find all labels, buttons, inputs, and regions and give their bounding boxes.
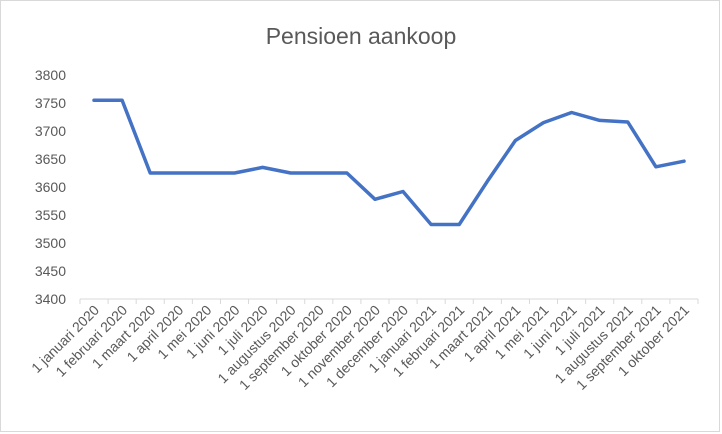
y-tick-label: 3650 <box>35 151 66 167</box>
y-tick-label: 3800 <box>35 67 66 83</box>
y-tick-label: 3750 <box>35 95 66 111</box>
y-tick-label: 3700 <box>35 123 66 139</box>
series-group <box>92 98 686 227</box>
y-tick-label: 3450 <box>35 263 66 279</box>
y-axis-tick-labels: 3400 3450 3500 3550 3600 3650 3700 3750 3800 <box>35 67 66 307</box>
series-line <box>92 98 686 227</box>
y-tick-label: 3600 <box>35 179 66 195</box>
y-tick-label: 3500 <box>35 235 66 251</box>
chart-title: Pensioen aankoop <box>266 23 457 49</box>
y-tick-label: 3550 <box>35 207 66 223</box>
x-axis <box>79 298 699 304</box>
y-tick-label: 3400 <box>35 291 66 307</box>
